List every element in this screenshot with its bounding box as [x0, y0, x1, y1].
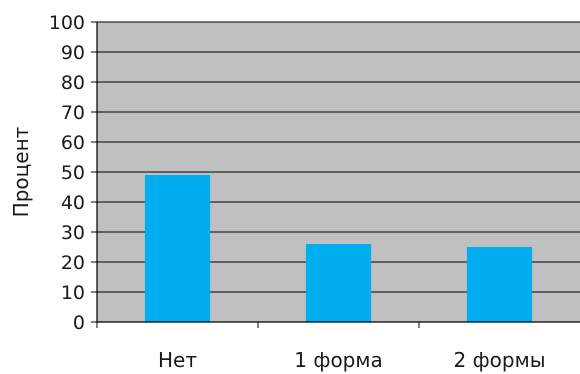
x-category-labels: Нет 1 форма 2 формы — [158, 348, 546, 372]
y-tick-label: 20 — [61, 252, 85, 274]
bar — [305, 244, 372, 322]
bar — [144, 175, 211, 322]
y-tick-label: 30 — [61, 222, 85, 244]
y-tick-labels: 0 10 20 30 40 50 60 70 80 90 100 — [49, 12, 85, 334]
y-tick-label: 10 — [61, 282, 85, 304]
y-tick-label: 100 — [49, 12, 85, 34]
y-axis-label: Процент — [9, 126, 33, 217]
x-category-label: 1 форма — [294, 348, 382, 372]
y-tick-label: 50 — [61, 162, 85, 184]
y-tick-label: 80 — [61, 72, 85, 94]
y-tick-label: 60 — [61, 132, 85, 154]
y-tick-label: 40 — [61, 192, 85, 214]
bars — [144, 175, 533, 322]
y-tick-label: 90 — [61, 42, 85, 64]
axes — [96, 22, 580, 328]
y-tick-label: 0 — [73, 312, 85, 334]
x-category-label: 2 формы — [454, 348, 546, 372]
x-category-label: Нет — [158, 348, 197, 372]
bar — [466, 247, 533, 322]
y-tick-label: 70 — [61, 102, 85, 124]
